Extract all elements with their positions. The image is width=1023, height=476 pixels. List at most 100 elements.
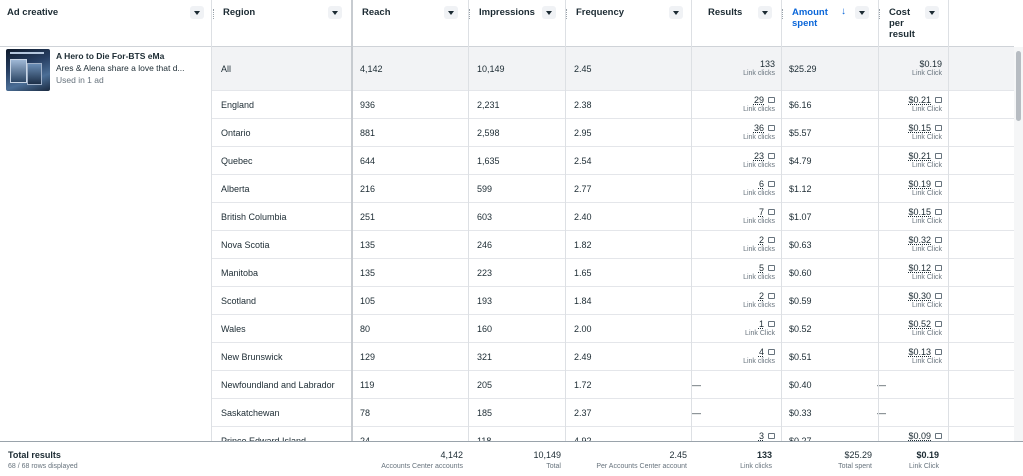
comparison-icon[interactable] [935,432,942,439]
cpr-value[interactable]: $0.21 [908,150,931,161]
cell-reach: 129 [360,351,376,362]
comparison-icon[interactable] [768,264,775,271]
results-value[interactable]: 7 [758,206,764,217]
ad-thumbnail[interactable] [6,49,50,91]
chevron-down-icon[interactable] [542,6,556,19]
cpr-value[interactable]: $0.15 [908,206,931,217]
column-header-ad-creative[interactable]: Ad creative [0,0,211,47]
chevron-down-icon[interactable] [758,6,772,19]
column-header-region[interactable]: Region [212,0,351,47]
results-value[interactable]: 4 [758,346,764,357]
comparison-icon[interactable] [768,180,775,187]
chevron-down-icon[interactable] [328,6,342,19]
table-row[interactable]: England 936 2,231 2.38 29 Link clicks $6.16 $0.… [212,91,1014,119]
cpr-value[interactable]: $0.12 [908,262,931,273]
comparison-icon[interactable] [935,236,942,243]
table-row[interactable]: Newfoundland and Labrador 119 205 1.72 — $0.4… [212,371,1014,399]
column-header-reach[interactable]: Reach [351,0,468,47]
column-header-results[interactable]: Results [691,0,781,47]
column-header-amount-spent[interactable]: Amount spent ↓ [781,0,878,47]
table-row[interactable]: British Columbia 251 603 2.40 7 Link clicks $1… [212,203,1014,231]
table-row[interactable]: Manitoba 135 223 1.65 5 Link clicks $0.60 $0.12… [212,259,1014,287]
arrow-down-icon[interactable]: ↓ [841,6,846,17]
results-value[interactable]: 1 [758,318,764,329]
cpr-value[interactable]: $0.15 [908,122,931,133]
results-value[interactable]: 29 [753,94,764,105]
results-unit: Link clicks [743,245,775,253]
comparison-icon[interactable] [935,292,942,299]
cell-frequency: 2.00 [574,323,592,334]
table-row[interactable]: Ontario 881 2,598 2.95 36 Link clicks $5.57 $0.… [212,119,1014,147]
results-value[interactable]: 2 [758,290,764,301]
scrollbar-thumb[interactable] [1016,51,1021,121]
cell-reach: 24 [351,427,468,454]
table-row[interactable]: Wales 80 160 2.00 1 Link Click $0.52 $0.52 Link … [212,315,1014,343]
comparison-icon[interactable] [935,320,942,327]
total-results-caption: Link clicks [740,463,772,470]
comparison-icon[interactable] [935,180,942,187]
chevron-down-icon[interactable] [444,6,458,19]
chevron-down-icon[interactable] [925,6,939,19]
cpr-value[interactable]: $0.13 [908,346,931,357]
results-value[interactable]: 2 [758,234,764,245]
column-resize-handle[interactable] [879,9,881,19]
cell-reach: 80 [360,323,371,334]
cpr-value[interactable]: $0.21 [908,94,931,105]
cell-results: 4 Link clicks [691,343,781,370]
vertical-scrollbar[interactable] [1014,47,1023,441]
chevron-down-icon[interactable] [669,6,683,19]
comparison-icon[interactable] [768,348,775,355]
table-row[interactable]: Nova Scotia 135 246 1.82 2 Link clicks $0.63 $0… [212,231,1014,259]
comparison-icon[interactable] [768,124,775,131]
comparison-icon[interactable] [768,152,775,159]
chevron-down-icon[interactable] [190,6,204,19]
table-row[interactable]: Quebec 644 1,635 2.54 23 Link clicks $4.79 $0.2… [212,147,1014,175]
results-value[interactable]: 6 [758,178,764,189]
results-value[interactable]: 3 [758,430,764,441]
column-resize-handle[interactable] [566,9,568,19]
column-resize-handle[interactable] [213,9,215,19]
cpr-value[interactable]: $0.19 [908,178,931,189]
results-value[interactable]: 5 [758,262,764,273]
cell-impressions: 118 [468,427,565,454]
comparison-icon[interactable] [768,432,775,439]
column-divider [878,0,879,476]
chevron-down-icon[interactable] [855,6,869,19]
cell-impressions: 160 [477,323,493,334]
comparison-icon[interactable] [935,208,942,215]
comparison-icon[interactable] [935,348,942,355]
column-header-impressions[interactable]: Impressions [468,0,565,47]
comparison-icon[interactable] [935,264,942,271]
comparison-icon[interactable] [768,292,775,299]
column-header-cost-per-result[interactable]: Cost per result [878,0,948,47]
results-value[interactable]: 36 [753,122,764,133]
table-row[interactable]: Alberta 216 599 2.77 6 Link clicks $1.12 $0.19 L… [212,175,1014,203]
results-value[interactable]: 23 [753,150,764,161]
cell-reach: 644 [360,155,376,166]
column-header-frequency[interactable]: Frequency [565,0,691,47]
table-row[interactable]: Saskatchewan 78 185 2.37 — $0.33 — [212,399,1014,427]
column-resize-handle[interactable] [469,9,471,19]
cell-amount-spent: $5.57 [789,127,812,138]
comparison-icon[interactable] [935,96,942,103]
table-row[interactable]: New Brunswick 129 321 2.49 4 Link clicks $0.51… [212,343,1014,371]
comparison-icon[interactable] [768,208,775,215]
ad-title[interactable]: A Hero to Die For-BTS eMa [56,51,165,61]
comparison-icon[interactable] [768,96,775,103]
column-resize-handle[interactable] [782,9,784,19]
cell-region: All [221,63,232,74]
comparison-icon[interactable] [768,236,775,243]
cell-reach: 881 [360,127,376,138]
table-row-summary[interactable]: All 4,142 10,149 2.45 133 Link clicks $25… [212,47,1014,91]
comparison-icon[interactable] [768,320,775,327]
comparison-icon[interactable] [935,124,942,131]
ad-creative-cell[interactable]: A Hero to Die For-BTS eMa Ares & Alena s… [0,47,211,91]
cpr-value[interactable]: $0.30 [908,290,931,301]
results-value: 133 [759,58,775,69]
cell-frequency: 2.38 [574,99,592,110]
comparison-icon[interactable] [935,152,942,159]
cpr-value[interactable]: $0.09 [908,430,931,441]
cpr-value[interactable]: $0.32 [908,234,931,245]
cpr-value[interactable]: $0.52 [908,318,931,329]
table-row[interactable]: Scotland 105 193 1.84 2 Link clicks $0.59 $0.30… [212,287,1014,315]
